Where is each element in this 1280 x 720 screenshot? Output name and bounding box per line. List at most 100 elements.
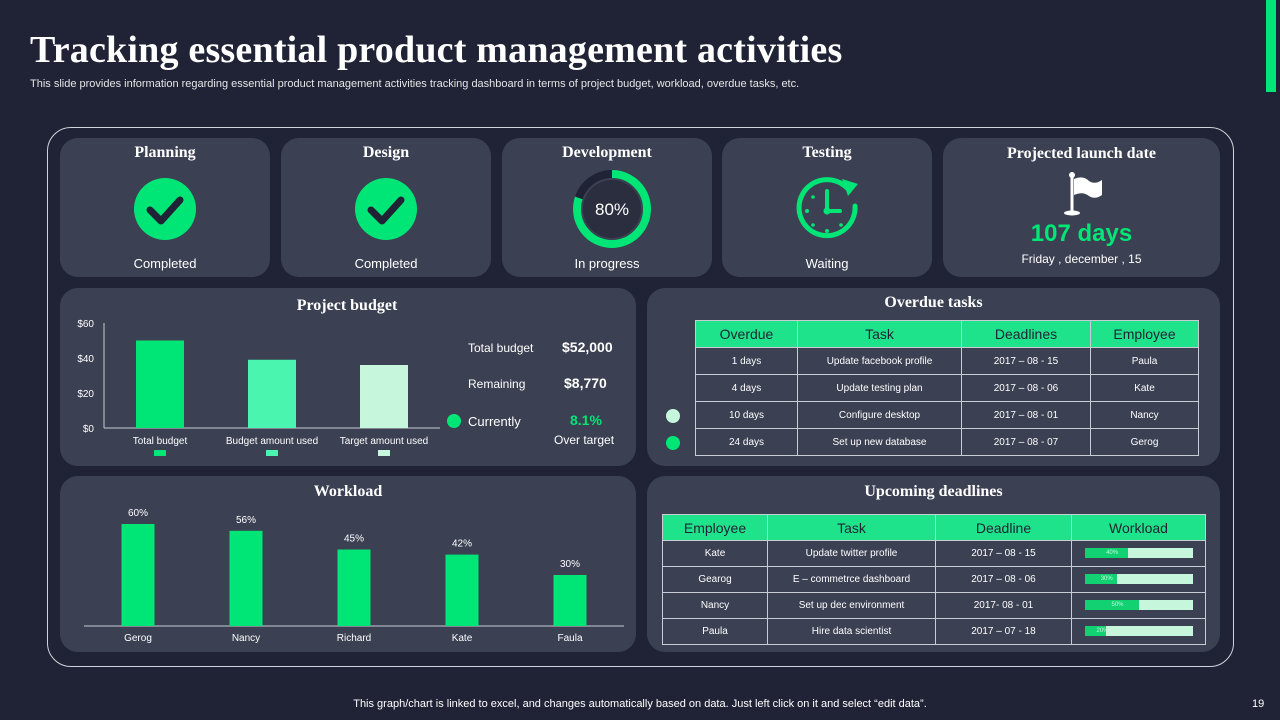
page-number: 19 xyxy=(1252,698,1265,710)
y-tick-label: $20 xyxy=(77,389,94,400)
workload-bar-chart[interactable]: 60% Gerog 56% Nancy 45% Richard 42% Kate 30% Faul… xyxy=(60,476,636,652)
cell: Kate xyxy=(1090,374,1199,402)
cell: Set up dec environment xyxy=(767,592,936,619)
remaining-label: Remaining xyxy=(468,377,526,391)
currently-dot xyxy=(447,414,461,428)
table-row[interactable]: Kate Update twitter profile 2017 – 08 - … xyxy=(662,540,1206,567)
dashboard-frame xyxy=(47,127,1234,667)
progress-ring: 80% xyxy=(573,170,651,248)
col-header: Task xyxy=(767,514,936,541)
col-header: Workload xyxy=(1071,514,1206,541)
currently-label: Currently xyxy=(468,414,521,429)
table-row[interactable]: Gearog E – commetrce dashboard 2017 – 08… xyxy=(662,566,1206,593)
cell: 50% xyxy=(1071,592,1206,619)
footer-note: This graph/chart is linked to excel, and… xyxy=(353,698,927,710)
x-tick-label: Richard xyxy=(337,633,371,644)
workload-title: Workload xyxy=(313,483,383,500)
cell: 20% xyxy=(1071,618,1206,645)
x-tick-label: Faula xyxy=(557,633,582,644)
launch-title: Projected launch date xyxy=(1006,145,1156,162)
cell: 2017- 08 - 01 xyxy=(935,592,1072,619)
col-header: Overdue xyxy=(695,320,798,348)
accent-bar xyxy=(1266,0,1276,92)
x-tick-label: Target amount used xyxy=(340,436,428,447)
cell: 2017 – 08 - 15 xyxy=(935,540,1072,567)
legend-swatch xyxy=(266,450,278,456)
overdue-title: Overdue tasks xyxy=(884,294,983,311)
table-row[interactable]: 10 days Configure desktop 2017 – 08 - 01… xyxy=(695,401,1199,429)
bar[interactable] xyxy=(248,359,296,428)
bar[interactable] xyxy=(360,365,408,428)
phase-status: Waiting xyxy=(805,256,849,271)
flag-icon xyxy=(1064,172,1102,216)
overdue-tasks-card[interactable]: Overdue tasks Overdue Task Deadlines Emp… xyxy=(647,288,1220,466)
check-circle-icon xyxy=(134,178,196,240)
cell: Hire data scientist xyxy=(767,618,936,645)
workload-bar: 40% xyxy=(1084,548,1193,559)
check-circle-icon xyxy=(355,178,417,240)
cell: 40% xyxy=(1071,540,1206,567)
bar[interactable] xyxy=(445,554,479,626)
workload-bar-fill: 20% xyxy=(1084,626,1109,637)
workload-bar-fill: 40% xyxy=(1084,548,1128,559)
y-tick-label: $40 xyxy=(77,354,94,365)
cell: Set up new database xyxy=(797,428,962,456)
table-row[interactable]: 1 days Update facebook profile 2017 – 08… xyxy=(695,347,1199,375)
data-label: 60% xyxy=(128,508,148,519)
col-header: Employee xyxy=(1090,320,1199,348)
phase-card-planning[interactable]: Planning Completed xyxy=(60,138,270,277)
data-label: 42% xyxy=(452,539,472,550)
launch-date: Friday , december , 15 xyxy=(1021,252,1142,266)
cell: Paula xyxy=(1090,347,1199,375)
progress-ring-fill xyxy=(573,170,651,248)
workload-bar: 30% xyxy=(1084,574,1193,585)
cell: 2017 – 08 - 01 xyxy=(961,401,1091,429)
table-row[interactable]: Paula Hire data scientist 2017 – 07 - 18… xyxy=(662,618,1206,645)
workload-bar-fill: 50% xyxy=(1084,600,1139,611)
cell: E – commetrce dashboard xyxy=(767,566,936,593)
phase-card-development[interactable]: Development 80% In progress xyxy=(502,138,712,277)
upcoming-table: Employee Task Deadline Workload Kate Upd… xyxy=(662,514,1206,645)
cell: 30% xyxy=(1071,566,1206,593)
cell: Update twitter profile xyxy=(767,540,936,567)
bar[interactable] xyxy=(337,549,371,627)
project-budget-card[interactable]: Project budget $0 $20 $40 $60 Total budget Bu… xyxy=(60,288,636,466)
currently-value: 8.1% xyxy=(570,412,602,428)
phase-status: Completed xyxy=(354,256,418,271)
col-header: Deadlines xyxy=(961,320,1091,348)
cell: Gerog xyxy=(1090,428,1199,456)
budget-title: Project budget xyxy=(296,297,398,314)
cell: 2017 – 08 - 06 xyxy=(961,374,1091,402)
cell: Kate xyxy=(662,540,768,567)
phase-title: Testing xyxy=(802,144,852,161)
x-tick-label: Gerog xyxy=(124,633,152,644)
bar[interactable] xyxy=(553,575,587,626)
upcoming-title: Upcoming deadlines xyxy=(864,483,1003,500)
cell: Update testing plan xyxy=(797,374,962,402)
bar[interactable] xyxy=(121,524,155,626)
data-label: 45% xyxy=(344,534,364,545)
cell: 24 days xyxy=(695,428,798,456)
table-row[interactable]: 24 days Set up new database 2017 – 08 - … xyxy=(695,428,1199,456)
legend-dot-green xyxy=(666,436,680,450)
table-row[interactable]: 4 days Update testing plan 2017 – 08 - 0… xyxy=(695,374,1199,402)
launch-date-card[interactable]: Projected launch date 107 days Friday , … xyxy=(943,138,1220,277)
col-header: Employee xyxy=(662,514,768,541)
workload-bar-fill: 30% xyxy=(1084,574,1117,585)
cell: Gearog xyxy=(662,566,768,593)
budget-bar-chart[interactable]: $0 $20 $40 $60 Total budget Budget amount use… xyxy=(60,288,450,466)
workload-card[interactable]: Workload 60% Gerog 56% Nancy 45% Richard 42% Ka… xyxy=(60,476,636,652)
x-tick-label: Budget amount used xyxy=(226,436,318,447)
bar[interactable] xyxy=(136,340,184,429)
upcoming-deadlines-card[interactable]: Upcoming deadlines Employee Task Deadlin… xyxy=(647,476,1220,652)
phase-card-testing[interactable]: Testing Waiting xyxy=(722,138,932,277)
over-target-label: Over target xyxy=(554,433,615,447)
bar[interactable] xyxy=(229,530,263,626)
cell: 4 days xyxy=(695,374,798,402)
legend-swatch xyxy=(154,450,166,456)
phase-status: Completed xyxy=(133,256,197,271)
phase-status: In progress xyxy=(574,256,640,271)
phase-card-design[interactable]: Design Completed xyxy=(281,138,491,277)
table-row[interactable]: Nancy Set up dec environment 2017- 08 - … xyxy=(662,592,1206,619)
total-budget-value: $52,000 xyxy=(562,339,613,355)
